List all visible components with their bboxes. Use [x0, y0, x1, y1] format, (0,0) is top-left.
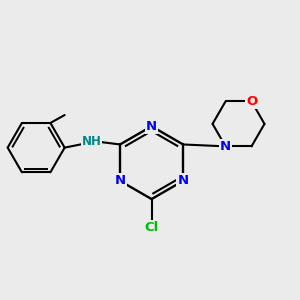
- Text: Cl: Cl: [145, 221, 159, 234]
- Text: O: O: [246, 95, 257, 108]
- Text: N: N: [220, 140, 231, 153]
- Text: NH: NH: [82, 135, 101, 148]
- Text: N: N: [115, 174, 126, 188]
- Text: N: N: [178, 174, 189, 188]
- Text: N: N: [146, 120, 157, 133]
